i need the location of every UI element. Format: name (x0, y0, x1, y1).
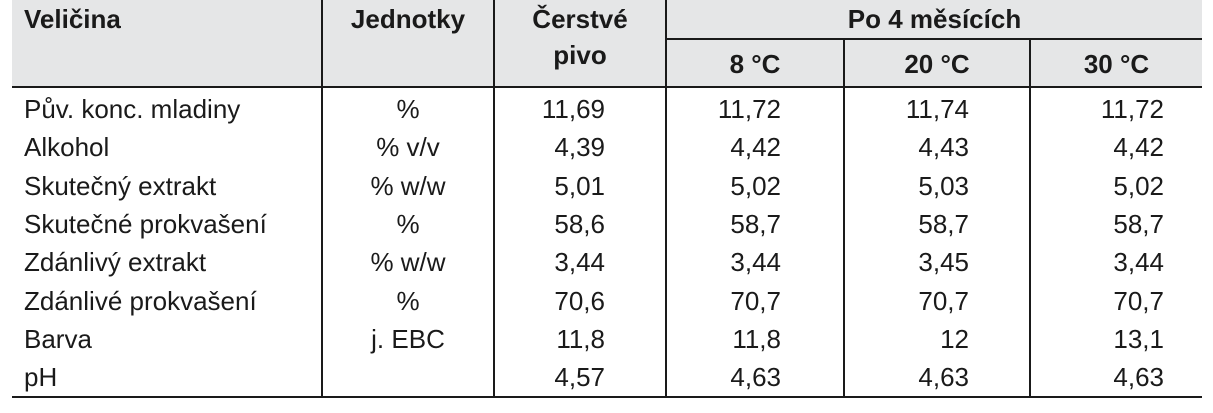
row-20c: 58,7 (843, 204, 1030, 244)
row-name: Alkohol (24, 132, 110, 163)
row-20c: 12 (843, 319, 1030, 359)
row-fresh: 3,44 (493, 243, 666, 282)
beer-parameters-table: Veličina Jednotky Čerstvé pivo Po 4 měsí… (12, 0, 1202, 399)
row-unit: % v/v (321, 128, 494, 167)
table-row: Barva j. EBC 11,8 11,8 12 13,1 (12, 319, 1202, 359)
row-fresh: 5,01 (493, 166, 666, 205)
header-fresh-beer: Čerstvé pivo (493, 0, 666, 88)
data-table-frame: Veličina Jednotky Čerstvé pivo Po 4 měsí… (12, 0, 1202, 406)
row-20c: 5,03 (843, 166, 1030, 205)
table-row: Skutečné prokvašení % 58,6 58,7 58,7 58,… (12, 204, 1202, 244)
table-row: Pův. konc. mladiny % 11,69 11,72 11,74 1… (12, 87, 1202, 129)
row-unit (321, 358, 494, 399)
row-8c: 11,72 (665, 87, 844, 129)
table-body: Pův. konc. mladiny % 11,69 11,72 11,74 1… (12, 87, 1202, 399)
table-header: Veličina Jednotky Čerstvé pivo Po 4 měsí… (12, 0, 1202, 88)
row-name: Pův. konc. mladiny (24, 94, 241, 125)
row-30c: 70,7 (1029, 281, 1202, 320)
table-row: Zdánlivý extrakt % w/w 3,44 3,44 3,45 3,… (12, 243, 1202, 282)
row-fresh: 58,6 (493, 204, 666, 244)
header-units: Jednotky (321, 0, 494, 88)
row-8c: 3,44 (665, 243, 844, 282)
table-row: pH 4,57 4,63 4,63 4,63 (12, 358, 1202, 399)
row-fresh: 4,39 (493, 128, 666, 167)
row-8c: 5,02 (665, 166, 844, 205)
row-unit: % (321, 87, 494, 129)
row-8c: 11,8 (665, 319, 844, 359)
row-8c: 70,7 (665, 281, 844, 320)
header-after-4-months: Po 4 měsících (665, 0, 1202, 39)
row-unit: j. EBC (321, 319, 494, 359)
row-30c: 3,44 (1029, 243, 1202, 282)
row-8c: 4,63 (665, 358, 844, 399)
row-name: Skutečný extrakt (24, 170, 217, 201)
header-temp-20: 20 °C (843, 38, 1030, 88)
table-row: Skutečný extrakt % w/w 5,01 5,02 5,03 5,… (12, 166, 1202, 205)
row-8c: 58,7 (665, 204, 844, 244)
header-temp-8: 8 °C (665, 38, 844, 88)
row-30c: 13,1 (1029, 319, 1202, 359)
row-20c: 11,74 (843, 87, 1030, 129)
header-temp-30: 30 °C (1029, 38, 1202, 88)
row-name: Zdánlivé prokvašení (24, 285, 257, 316)
row-name: Skutečné prokvašení (24, 209, 267, 240)
row-20c: 4,63 (843, 358, 1030, 399)
row-name: Barva (24, 323, 92, 354)
row-20c: 4,43 (843, 128, 1030, 167)
row-name: pH (12, 358, 322, 399)
row-fresh: 11,69 (493, 87, 666, 129)
table-row: Zdánlivé prokvašení % 70,6 70,7 70,7 70,… (12, 281, 1202, 320)
row-20c: 3,45 (843, 243, 1030, 282)
row-name: Zdánlivý extrakt (24, 247, 207, 278)
row-unit: % w/w (321, 243, 494, 282)
header-fresh-line1: Čerstvé (532, 4, 628, 34)
row-20c: 70,7 (843, 281, 1030, 320)
header-fresh-line2: pivo (553, 40, 607, 70)
row-unit: % (321, 281, 494, 320)
row-unit: % (321, 204, 494, 244)
row-30c: 58,7 (1029, 204, 1202, 244)
row-unit: % w/w (321, 166, 494, 205)
table-row: Alkohol % v/v 4,39 4,42 4,43 4,42 (12, 128, 1202, 167)
row-fresh: 11,8 (493, 319, 666, 359)
row-30c: 4,63 (1029, 358, 1202, 399)
row-30c: 11,72 (1029, 87, 1202, 129)
row-30c: 5,02 (1029, 166, 1202, 205)
row-8c: 4,42 (665, 128, 844, 167)
row-fresh: 4,57 (493, 358, 666, 399)
header-quantity: Veličina (12, 0, 322, 88)
row-fresh: 70,6 (493, 281, 666, 320)
row-30c: 4,42 (1029, 128, 1202, 167)
